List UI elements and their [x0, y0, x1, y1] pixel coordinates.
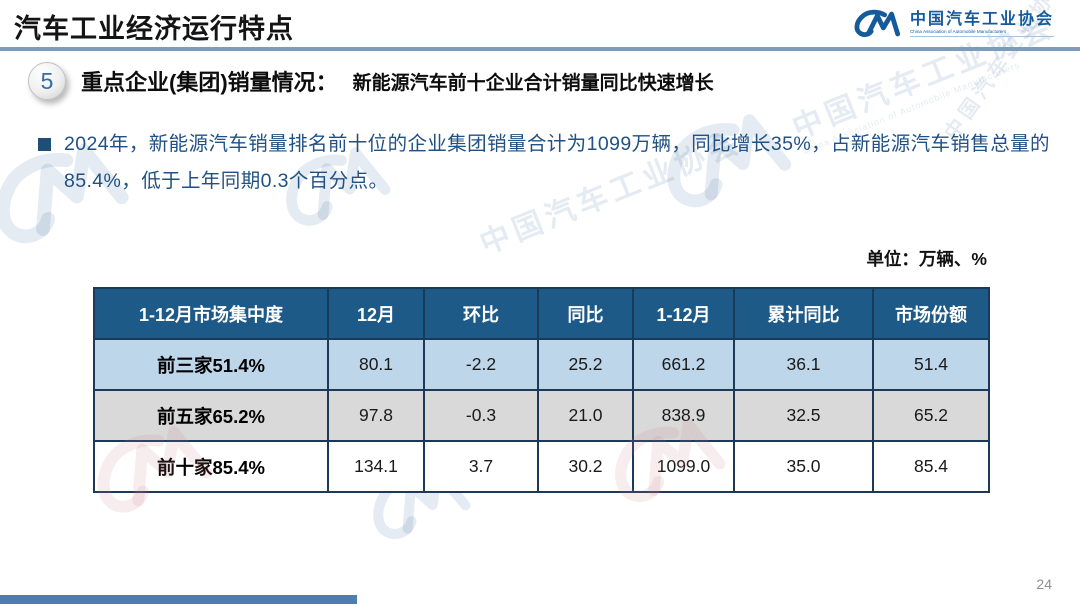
section-heading-main: 重点企业(集团)销量情况：	[81, 70, 338, 95]
row-label: 前三家51.4%	[93, 338, 329, 391]
table-cell: 32.5	[733, 389, 874, 442]
cm-logo-icon	[850, 8, 902, 40]
table-row: 前三家51.4% 80.1 -2.2 25.2 661.2 36.1 51.4	[93, 338, 990, 391]
unit-label: 单位：万辆、%	[866, 249, 987, 269]
table-cell: 85.4	[872, 440, 990, 493]
logo-name-en: China Association of Automobile Manufact…	[909, 29, 1054, 37]
table-cell: 36.1	[733, 338, 874, 391]
table-cell: 25.2	[537, 338, 634, 391]
column-header: 1-12月市场集中度	[93, 287, 329, 340]
column-header: 12月	[327, 287, 425, 340]
table-cell: 65.2	[872, 389, 990, 442]
table-cell: -0.3	[423, 389, 539, 442]
section-number-badge: 5	[28, 62, 66, 100]
table-cell: 21.0	[537, 389, 634, 442]
table-cell: 1099.0	[632, 440, 735, 493]
row-label: 前十家85.4%	[93, 440, 329, 493]
table-cell: 3.7	[423, 440, 539, 493]
row-label: 前五家65.2%	[93, 389, 329, 442]
table-cell: -2.2	[423, 338, 539, 391]
section-heading-sub: 新能源汽车前十企业合计销量同比快速增长	[352, 72, 714, 94]
concentration-table: 1-12月市场集中度 12月 环比 同比 1-12月 累计同比 市场份额 前三家…	[93, 287, 990, 493]
bullet-square-icon	[38, 138, 51, 151]
column-header: 累计同比	[733, 287, 874, 340]
table-cell: 838.9	[632, 389, 735, 442]
table-cell: 80.1	[327, 338, 425, 391]
table-cell: 97.8	[327, 389, 425, 442]
table-cell: 661.2	[632, 338, 735, 391]
bullet-text: 2024年，新能源汽车销量排名前十位的企业集团销量合计为1099万辆，同比增长3…	[64, 133, 1050, 192]
bullet-paragraph: 2024年，新能源汽车销量排名前十位的企业集团销量合计为1099万辆，同比增长3…	[38, 126, 1052, 200]
title-underline	[0, 47, 1080, 51]
column-header: 环比	[423, 287, 539, 340]
logo-name-cn: 中国汽车工业协会	[909, 11, 1054, 29]
table-cell: 134.1	[327, 440, 425, 493]
column-header: 1-12月	[632, 287, 735, 340]
table-row: 前十家85.4% 134.1 3.7 30.2 1099.0 35.0 85.4	[93, 440, 990, 493]
page-number: 24	[1036, 576, 1052, 592]
concentration-table-wrapper: 1-12月市场集中度 12月 环比 同比 1-12月 累计同比 市场份额 前三家…	[93, 287, 990, 493]
table-row: 前五家65.2% 97.8 -0.3 21.0 838.9 32.5 65.2	[93, 389, 990, 442]
footer-accent-bar	[0, 595, 357, 604]
column-header: 市场份额	[872, 287, 990, 340]
page-title: 汽车工业经济运行特点	[14, 14, 294, 44]
section-heading: 5 重点企业(集团)销量情况： 新能源汽车前十企业合计销量同比快速增长	[28, 62, 714, 100]
column-header: 同比	[537, 287, 634, 340]
table-cell: 51.4	[872, 338, 990, 391]
caam-logo: 中国汽车工业协会 China Association of Automobile…	[850, 8, 1054, 40]
table-cell: 30.2	[537, 440, 634, 493]
table-cell: 35.0	[733, 440, 874, 493]
table-header-row: 1-12月市场集中度 12月 环比 同比 1-12月 累计同比 市场份额	[93, 287, 990, 340]
